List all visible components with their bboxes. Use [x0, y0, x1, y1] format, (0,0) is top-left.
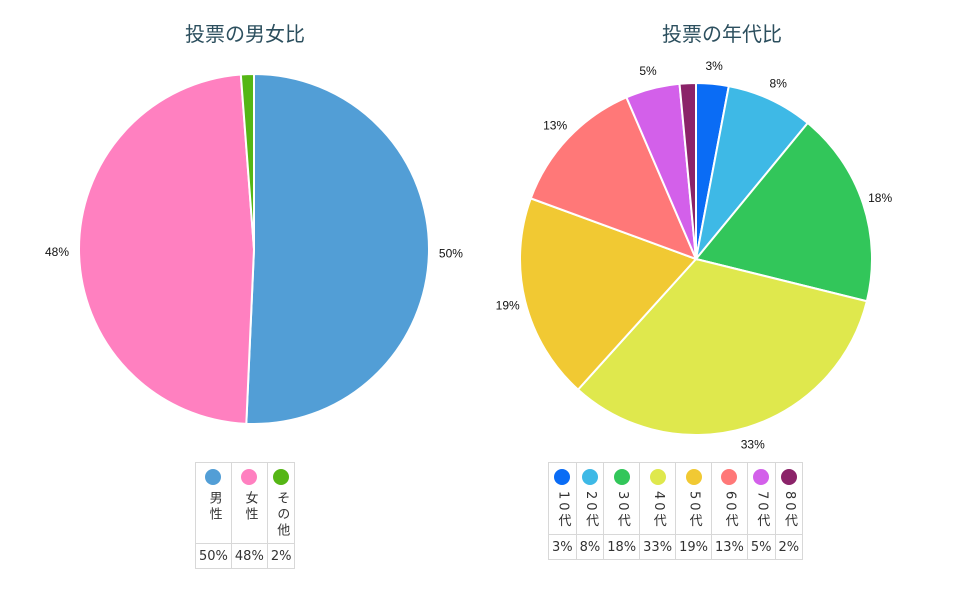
- gender-chart-title: 投票の男女比: [185, 22, 305, 46]
- legend-swatch: [205, 469, 222, 485]
- pie-slice-30代: [694, 121, 873, 303]
- legend-label: 80代: [781, 491, 797, 530]
- legend-item[interactable]: 20代: [575, 462, 605, 535]
- legend-value: 48%: [230, 543, 268, 569]
- pie-slice-40代: [576, 257, 869, 436]
- legend-label: 50代: [686, 491, 702, 530]
- legend-item[interactable]: 女性: [230, 462, 268, 544]
- legend-swatch: [613, 469, 630, 485]
- legend-label: 40代: [650, 491, 666, 530]
- slice-label: 19%: [496, 299, 520, 313]
- pie-slice-60代: [529, 96, 698, 261]
- legend-label: 男性: [206, 491, 222, 523]
- legend-item[interactable]: 50代: [675, 462, 712, 535]
- legend-label: その他: [274, 491, 290, 539]
- legend-value: 33%: [639, 533, 677, 560]
- legend-value: 5%: [746, 533, 776, 560]
- slice-label: 8%: [770, 76, 788, 90]
- legend-value: 2%: [774, 533, 804, 560]
- pie-slice-男性: [245, 72, 430, 425]
- legend-label: 30代: [614, 491, 630, 530]
- pie-slice-その他: [239, 72, 255, 250]
- legend-swatch: [241, 469, 258, 485]
- legend-item[interactable]: 40代: [639, 462, 677, 535]
- legend-label: 60代: [722, 491, 738, 530]
- legend-label: 女性: [242, 491, 258, 523]
- legend-item[interactable]: 男性: [195, 462, 232, 544]
- gender-legend: 男性 女性 その他 50% 48% 2%: [195, 462, 296, 569]
- legend-swatch: [554, 469, 571, 485]
- slice-label: 18%: [868, 191, 892, 205]
- legend-label: 20代: [583, 491, 599, 530]
- legend-item[interactable]: 80代: [774, 462, 804, 535]
- slice-label: 5%: [639, 64, 657, 78]
- age-pie-chart: 3% 8% 18% 33% 19% 13% 5%: [496, 59, 893, 452]
- slice-label: 3%: [705, 59, 723, 73]
- legend-item[interactable]: 70代: [746, 462, 776, 535]
- legend-value: 13%: [710, 533, 748, 560]
- legend-swatch: [753, 469, 770, 485]
- pie-slice-女性: [78, 73, 256, 425]
- age-chart-title: 投票の年代比: [662, 22, 782, 46]
- legend-swatch: [721, 469, 738, 485]
- legend-item[interactable]: 30代: [603, 462, 641, 535]
- legend-value: 3%: [548, 533, 577, 560]
- legend-swatch: [649, 469, 666, 485]
- slice-label: 48%: [45, 245, 69, 259]
- pie-slice-50代: [519, 197, 698, 392]
- legend-item[interactable]: 60代: [710, 462, 748, 535]
- gender-chart-panel: 投票の男女比 50% 48% 男性 女性 その他 50% 48% 2%: [45, 22, 463, 569]
- gender-pie-chart: 50% 48%: [45, 72, 463, 425]
- legend-value: 8%: [575, 533, 605, 560]
- pie-slice-80代: [678, 81, 697, 260]
- legend-value: 19%: [675, 533, 712, 560]
- slice-label: 13%: [543, 119, 567, 133]
- legend-swatch: [685, 469, 702, 485]
- age-legend: 10代 20代 30代 40代 50代 60代 70代 80代 3% 8% 18% 33% 1…: [548, 462, 804, 560]
- legend-swatch: [273, 469, 290, 485]
- legend-swatch: [780, 469, 797, 485]
- legend-label: 70代: [754, 491, 770, 530]
- legend-value: 18%: [603, 533, 641, 560]
- legend-item[interactable]: 10代: [548, 462, 577, 535]
- legend-value: 2%: [266, 543, 296, 569]
- slice-label: 33%: [741, 438, 765, 452]
- legend-item[interactable]: その他: [266, 462, 296, 544]
- legend-label: 10代: [555, 491, 571, 530]
- slice-label: 50%: [439, 246, 463, 260]
- legend-value: 50%: [195, 543, 232, 569]
- age-chart-panel: 投票の年代比 3% 8% 18% 33% 19% 13% 5% 10代 20代 30代 40代 50…: [490, 0, 954, 611]
- legend-swatch: [581, 469, 598, 485]
